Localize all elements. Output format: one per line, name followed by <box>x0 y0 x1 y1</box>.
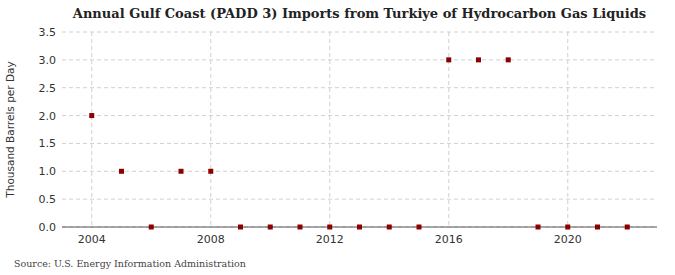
background <box>0 0 675 275</box>
point <box>327 225 332 230</box>
y-tick-label: 1.0 <box>39 165 57 178</box>
point <box>536 225 541 230</box>
point <box>387 225 392 230</box>
point <box>149 225 154 230</box>
x-grid-line <box>210 32 211 227</box>
x-tick-label: 2020 <box>554 233 582 246</box>
point <box>595 225 600 230</box>
tick-labels: 2004 2008 2012 2016 2020 0.0 0.5 1.0 1.5 2.0 2.5 3.… <box>39 26 582 246</box>
point <box>238 225 243 230</box>
y-grid-line <box>62 32 657 33</box>
point <box>565 225 570 230</box>
chart-container: 2004 2008 2012 2016 2020 0.0 0.5 1.0 1.5 2.0 2.5 3.… <box>0 0 675 275</box>
y-grid-line <box>62 59 657 60</box>
x-tick-label: 2016 <box>435 233 463 246</box>
point <box>298 225 303 230</box>
source-note: Source: U.S. Energy Information Administ… <box>14 258 246 269</box>
chart-svg: 2004 2008 2012 2016 2020 0.0 0.5 1.0 1.5 2.0 2.5 3.… <box>0 0 675 275</box>
x-grid-line <box>329 32 330 227</box>
point <box>446 57 451 62</box>
point <box>179 169 184 174</box>
y-tick-label: 3.0 <box>39 54 57 67</box>
point <box>476 57 481 62</box>
point <box>119 169 124 174</box>
point <box>417 225 422 230</box>
y-tick-label: 0.5 <box>39 193 57 206</box>
point <box>89 113 94 118</box>
grid <box>62 32 657 227</box>
y-tick-label: 2.0 <box>39 110 57 123</box>
x-grid-line <box>91 32 92 227</box>
y-tick-label: 1.5 <box>39 137 57 150</box>
points <box>89 57 630 229</box>
point <box>357 225 362 230</box>
x-grid-line <box>567 32 568 227</box>
point <box>625 225 630 230</box>
y-grid-line <box>62 171 657 172</box>
y-grid-line <box>62 199 657 200</box>
title: Annual Gulf Coast (PADD 3) Imports from … <box>72 6 646 21</box>
y-grid-line <box>62 87 657 88</box>
point <box>268 225 273 230</box>
y-tick-label: 2.5 <box>39 82 57 95</box>
y-grid-line <box>62 143 657 144</box>
y-tick-label: 0.0 <box>39 221 57 234</box>
y-axis-label: Thousand Barrels per Day <box>4 61 16 198</box>
x-tick-label: 2008 <box>197 233 225 246</box>
y-tick-label: 3.5 <box>39 26 57 39</box>
x-tick-label: 2012 <box>316 233 344 246</box>
x-tick-label: 2004 <box>78 233 106 246</box>
y-grid-line <box>62 115 657 116</box>
point <box>506 57 511 62</box>
point <box>208 169 213 174</box>
